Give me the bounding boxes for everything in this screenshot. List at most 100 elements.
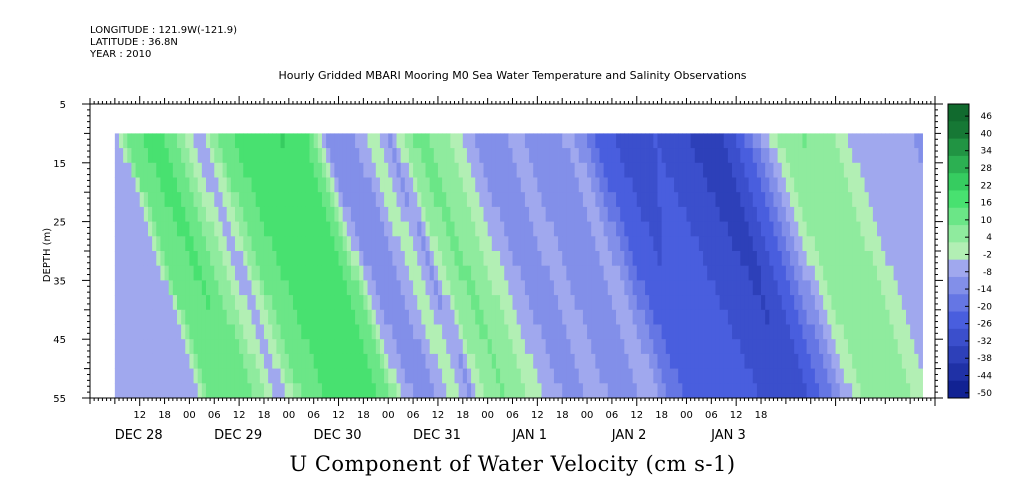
colorbar-swatch [948,207,969,226]
heatmap-cell [185,192,190,208]
colorbar-swatch [948,242,969,261]
heatmap-cell [479,206,484,222]
heatmap-cell [454,339,460,355]
heatmap-cell [732,324,737,340]
heatmap-cell [288,368,294,384]
heatmap-cell [901,162,907,178]
heatmap-cell [798,133,803,149]
heatmap-cell [276,280,281,296]
heatmap-cell [176,353,182,369]
heatmap-cell [740,251,745,267]
heatmap-cell [864,295,870,311]
heatmap-cell [520,265,526,281]
heatmap-cell [301,192,306,208]
heatmap-cell [806,280,812,296]
heatmap-cell [193,324,199,340]
heatmap-cell [156,265,161,281]
heatmap-cell [446,309,451,325]
heatmap-cell [549,368,555,384]
heatmap-cell [355,309,360,325]
heatmap-cell [698,177,704,193]
heatmap-cell [868,309,874,325]
heatmap-cell [500,221,505,237]
heatmap-cell [732,162,737,178]
heatmap-cell [570,148,576,164]
heatmap-cell [234,383,240,399]
heatmap-cell [595,206,600,222]
heatmap-cell [437,339,443,355]
heatmap-cell [442,133,447,149]
heatmap-cell [114,324,120,340]
heatmap-cell [520,368,526,384]
heatmap-cell [131,368,136,384]
heatmap-cell [686,339,692,355]
heatmap-cell [139,295,145,311]
heatmap-cell [350,177,356,193]
heatmap-cell [744,236,749,252]
heatmap-cell [218,148,223,164]
heatmap-cell [119,309,124,325]
heatmap-cell [156,192,161,208]
heatmap-cell [309,295,315,311]
heatmap-cell [201,162,207,178]
heatmap-cell [433,251,439,267]
heatmap-cell [545,383,551,399]
heatmap-cell [595,265,600,281]
heatmap-cell [740,192,745,208]
heatmap-cell [508,295,513,311]
heatmap-cell [139,368,145,384]
heatmap-cell [678,206,683,222]
heatmap-cell [819,236,824,252]
heatmap-cell [756,192,762,208]
heatmap-cell [367,148,373,164]
heatmap-cell [524,192,530,208]
heatmap-cell [574,339,580,355]
heatmap-cell [359,353,364,369]
heatmap-cell [769,221,774,237]
heatmap-cell [185,280,190,296]
heatmap-cell [226,368,232,384]
heatmap-cell [379,133,385,149]
heatmap-cell [682,383,687,399]
heatmap-cell [483,221,489,237]
heatmap-cell [864,353,870,369]
heatmap-cell [843,324,849,340]
heatmap-cell [504,353,509,369]
heatmap-cell [715,324,721,340]
heatmap-cell [707,368,712,384]
heatmap-cell [504,295,509,311]
heatmap-cell [218,339,223,355]
heatmap-cell [628,236,634,252]
heatmap-cell [313,206,319,222]
heatmap-cell [210,353,215,369]
heatmap-cell [317,177,323,193]
heatmap-cell [222,251,228,267]
heatmap-cell [309,309,315,325]
heatmap-cell [827,192,832,208]
heatmap-cell [727,309,733,325]
heatmap-cell [773,309,778,325]
heatmap-cell [321,192,327,208]
heatmap-cell [301,221,306,237]
heatmap-cell [645,368,650,384]
heatmap-cell [185,265,190,281]
heatmap-cell [152,162,157,178]
heatmap-cell [761,309,766,325]
heatmap-cell [877,162,882,178]
heatmap-cell [379,353,385,369]
heatmap-cell [268,206,273,222]
heatmap-cell [529,295,534,311]
heatmap-cell [723,148,729,164]
heatmap-cell [114,295,120,311]
heatmap-cell [508,353,513,369]
heatmap-cell [491,177,497,193]
heatmap-cell [201,280,207,296]
x-hour-tick-label: 12 [531,410,544,421]
heatmap-cell [259,192,265,208]
heatmap-cell [433,206,439,222]
heatmap-cell [707,251,712,267]
heatmap-cell [781,236,787,252]
heatmap-cell [765,251,770,267]
heatmap-cell [259,148,265,164]
heatmap-cell [301,309,306,325]
